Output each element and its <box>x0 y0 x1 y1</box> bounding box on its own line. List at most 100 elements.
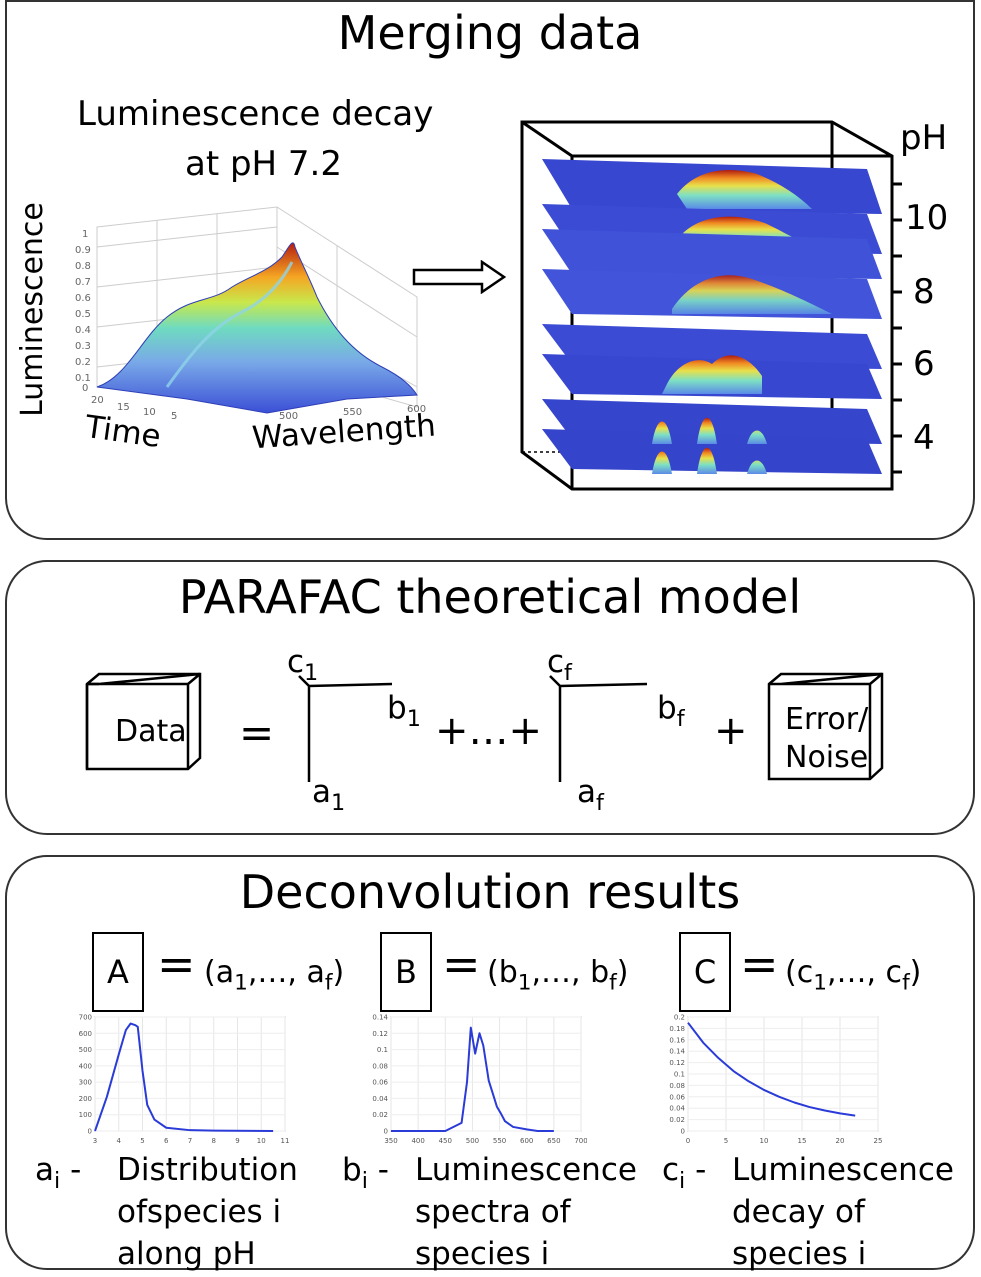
y-tick-label: 0.14 <box>372 1014 388 1022</box>
plus-sign: + <box>714 708 748 754</box>
y-tick-label: 200 <box>79 1095 92 1103</box>
decay-title-line1: Luminescence decay <box>77 94 434 134</box>
z-tick: 0.1 <box>75 373 91 384</box>
x-tick-label: 7 <box>188 1137 192 1145</box>
decay-title-line2: at pH 7.2 <box>185 144 343 184</box>
triad-1 <box>298 675 393 782</box>
ph-tick-10: 10 <box>905 198 949 238</box>
error-label-line1: Error/ <box>785 702 869 737</box>
x-tick-label: 5 <box>724 1137 728 1145</box>
x-tick-label: 11 <box>281 1137 290 1145</box>
desc-c-line1: Luminescence <box>732 1152 954 1188</box>
box-C: C <box>679 932 731 1012</box>
x-tick-label: 5 <box>140 1137 144 1145</box>
parafac-title: PARAFAC theoretical model <box>178 570 802 624</box>
y-tick-label: 0.12 <box>669 1059 685 1067</box>
time-tick: 15 <box>117 402 130 413</box>
eq-C-tuple: (c1,…, cf) <box>785 955 922 996</box>
x-tick-label: 600 <box>520 1137 533 1145</box>
y-tick-label: 0 <box>384 1128 388 1136</box>
wavelength-tick: 600 <box>407 404 426 415</box>
y-tick-label: 0.02 <box>669 1116 685 1124</box>
x-tick-label: 400 <box>411 1137 424 1145</box>
surface-shape <box>96 242 418 414</box>
desc-b-line2: spectra of <box>415 1194 571 1230</box>
series-line <box>391 1026 554 1132</box>
y-tick-label: 700 <box>79 1014 92 1022</box>
eq-B-sign: = <box>442 937 481 991</box>
x-tick-label: 0 <box>686 1137 690 1145</box>
y-tick-label: 0.08 <box>372 1062 388 1070</box>
data-cube-icon <box>85 672 202 771</box>
y-tick-label: 400 <box>79 1062 92 1070</box>
af-label: af <box>577 774 604 816</box>
time-tick: 10 <box>143 407 156 418</box>
x-tick-label: 6 <box>164 1137 169 1145</box>
x-tick-label: 8 <box>212 1137 216 1145</box>
x-tick-label: 25 <box>874 1137 883 1145</box>
y-tick-label: 0 <box>88 1128 92 1136</box>
y-tick-label: 100 <box>79 1111 92 1119</box>
y-tick-label: 0.06 <box>669 1093 685 1101</box>
y-tick-label: 0.2 <box>674 1014 685 1022</box>
series-line <box>94 1022 274 1132</box>
z-tick: 0.5 <box>75 309 91 320</box>
time-tick: 5 <box>171 411 177 422</box>
bf-label: bf <box>657 690 685 732</box>
eq-C-sign: = <box>740 937 779 991</box>
x-tick-label: 20 <box>836 1137 845 1145</box>
x-tick-label: 700 <box>574 1137 587 1145</box>
equals-sign: = <box>239 708 275 757</box>
x-tick-label: 450 <box>439 1137 452 1145</box>
a1-label: a1 <box>312 774 346 816</box>
ph-stacked-surfaces <box>520 120 902 491</box>
spectra-chart: 350 400 450 500 550 600 650 700 0 0.02 0.04 0.06 0.0… <box>372 1014 587 1146</box>
desc-a-label: ai - <box>35 1152 82 1194</box>
data-label: Data <box>115 714 187 749</box>
cf-label: cf <box>547 644 572 686</box>
x-tick-label: 10 <box>760 1137 769 1145</box>
wavelength-tick: 550 <box>343 407 362 418</box>
x-tick-label: 3 <box>93 1137 97 1145</box>
desc-b-line1: Luminescence <box>415 1152 637 1188</box>
decay-chart: 0 5 10 15 20 25 0 0.02 0.04 0.06 0.08 0.1 0.12 0.14 0.… <box>669 1014 883 1146</box>
eq-A-tuple: (a1,…, af) <box>204 955 345 996</box>
x-tick-label: 500 <box>466 1137 479 1145</box>
x-tick-label: 10 <box>257 1137 266 1145</box>
deconvolution-title: Deconvolution results <box>239 865 741 919</box>
x-tick-label: 9 <box>235 1137 239 1145</box>
error-cube-icon <box>767 672 884 781</box>
z-tick: 0 <box>82 383 88 394</box>
axis-luminescence: Luminescence <box>14 202 50 417</box>
box-A: A <box>92 932 144 1012</box>
desc-b-line3: species i <box>415 1236 550 1272</box>
y-tick-label: 0.18 <box>669 1025 685 1033</box>
z-tick: 0.3 <box>75 341 91 352</box>
wavelength-tick: 500 <box>279 411 298 422</box>
ph-tick-6: 6 <box>913 344 935 384</box>
ph-axis-label: pH <box>900 118 948 158</box>
z-tick: 0.7 <box>75 277 91 288</box>
merging-data-title: Merging data <box>337 6 643 60</box>
y-tick-label: 0.02 <box>372 1111 388 1119</box>
z-tick: 0.9 <box>75 245 91 256</box>
y-tick-label: 0.16 <box>669 1036 685 1044</box>
y-tick-label: 0.1 <box>377 1046 388 1054</box>
z-tick: 1 <box>82 229 88 240</box>
eq-B-tuple: (b1,…, bf) <box>487 955 629 996</box>
desc-c-line3: species i <box>732 1236 867 1272</box>
eq-A-sign: = <box>157 937 196 991</box>
c1-label: c1 <box>287 644 319 686</box>
y-tick-label: 500 <box>79 1046 92 1054</box>
box-B: B <box>380 932 432 1012</box>
x-tick-label: 350 <box>384 1137 397 1145</box>
y-tick-label: 0.04 <box>372 1095 388 1103</box>
z-tick: 0.6 <box>75 293 91 304</box>
b1-label: b1 <box>387 690 421 732</box>
plot-area <box>390 1016 582 1132</box>
z-tick: 0.2 <box>75 357 91 368</box>
desc-b-label: bi - <box>342 1152 389 1194</box>
error-label-line2: Noise <box>785 740 869 775</box>
desc-a-line3: along pH <box>117 1236 256 1272</box>
series-line <box>687 1022 856 1117</box>
